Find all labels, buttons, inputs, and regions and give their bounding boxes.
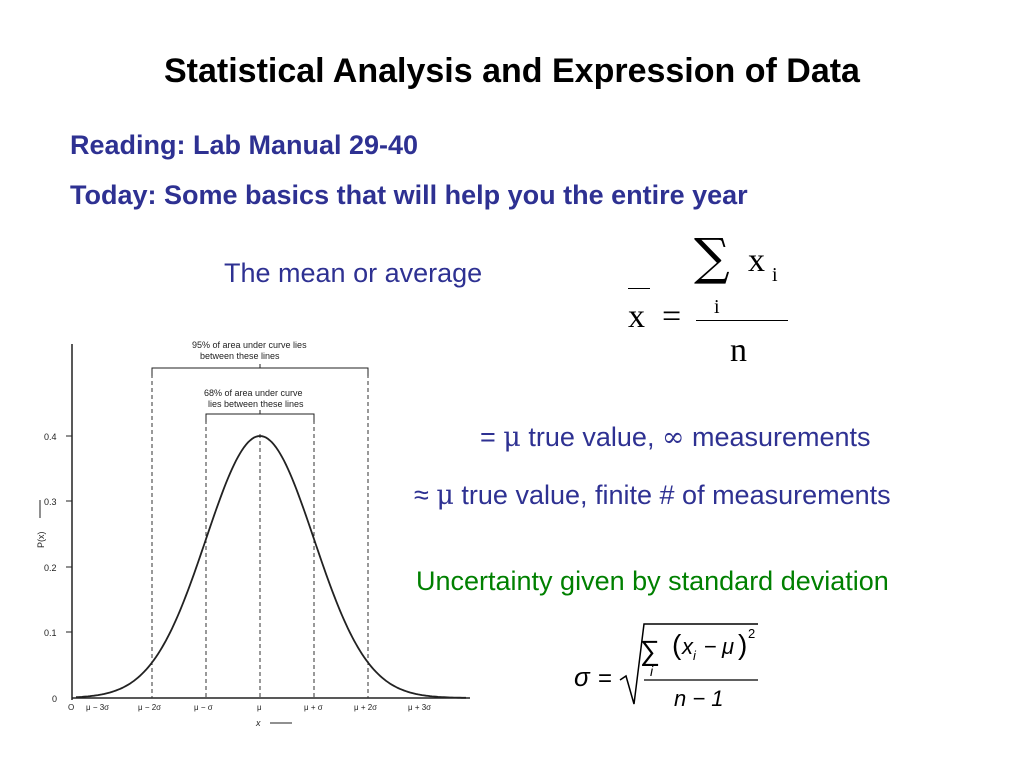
x-tick-label: μ + 3σ [408, 703, 431, 712]
y-axis-label: P(x) [36, 532, 46, 549]
mean-formula: x = ∑ x i i n [620, 228, 800, 378]
bracket-68-text: lies between these lines [208, 399, 304, 409]
close-paren: ) [738, 629, 747, 660]
y-tick-label: 0.4 [44, 432, 57, 442]
sd-sigma: σ [574, 662, 591, 692]
today-line: Today: Some basics that will help you th… [70, 180, 748, 210]
y-tick-label: 0 [52, 694, 57, 704]
fraction-bar [696, 320, 788, 321]
sum-index-i: i [714, 296, 720, 318]
infinity-symbol: ∞ [661, 422, 685, 453]
bracket-68-text: 68% of area under curve [204, 388, 303, 398]
x-tick-label: μ − 2σ [138, 703, 161, 712]
finite-text: true value, finite # of measurements [461, 480, 891, 510]
uncertainty-text: Uncertainty given by standard deviation [416, 566, 889, 596]
measurements-text: measurements [691, 422, 871, 452]
x-tick-label: μ − σ [194, 703, 213, 712]
sd-denominator: n − 1 [674, 686, 724, 711]
bell-curve [75, 435, 466, 699]
numerator-x: x [748, 242, 765, 279]
bracket-95-text: between these lines [200, 351, 280, 361]
y-tick-label: 0.2 [44, 563, 57, 573]
open-paren: ( [672, 629, 682, 660]
x-tick-label: O [68, 703, 74, 712]
sd-x: x [681, 634, 694, 659]
sd-sub-i: i [693, 648, 697, 663]
sqrt-sign [619, 623, 758, 705]
normal-distribution-figure: 0.4 0.3 0.2 0.1 0 P(x) 95% of area under… [36, 340, 470, 728]
y-ticks: 0.4 0.3 0.2 0.1 0 [44, 432, 72, 704]
mean-label: The mean or average [224, 258, 483, 288]
sd-square: 2 [748, 626, 755, 641]
x-tick-label: μ [257, 703, 262, 712]
approx-sign: ≈ [414, 480, 429, 510]
mean-equals: = [662, 298, 682, 335]
sd-minus: − [704, 634, 717, 659]
bracket-68 [205, 413, 315, 422]
mean-x: x [628, 298, 645, 335]
y-tick-label: 0.1 [44, 628, 57, 638]
sd-sum-index: i [650, 663, 654, 679]
mu-symbol: μ [503, 422, 521, 453]
y-tick-label: 0.3 [44, 497, 57, 507]
xbar-bar [628, 288, 650, 289]
bracket-95-text: 95% of area under curve lies [192, 340, 307, 350]
mu-symbol: μ [436, 480, 454, 511]
sigma-lines [151, 374, 369, 698]
numerator-sub-i: i [772, 264, 778, 286]
sd-sum: ∑ [640, 635, 660, 666]
true-value-text: true value, [528, 422, 655, 452]
equals-sign: = [480, 422, 496, 452]
x-tick-label: μ + 2σ [354, 703, 377, 712]
x-tick-label: μ − 3σ [86, 703, 109, 712]
denominator-n: n [730, 332, 747, 369]
x-tick-label: μ + σ [304, 703, 323, 712]
true-value-finite-line: ≈ μ true value, finite # of measurements [414, 480, 891, 511]
sd-equals: = [598, 665, 612, 692]
slide-title: Statistical Analysis and Expression of D… [164, 52, 860, 90]
x-axis-label: x [255, 718, 261, 728]
x-ticks: O μ − 3σ μ − 2σ μ − σ μ μ + σ μ + 2σ μ +… [68, 703, 431, 712]
reading-line: Reading: Lab Manual 29-40 [70, 130, 419, 160]
sum-symbol: ∑ [694, 228, 730, 286]
sd-formula: σ = ∑ i ( x i − μ ) 2 n − 1 [574, 623, 758, 711]
bracket-95 [151, 367, 369, 376]
sd-mu: μ [721, 634, 734, 659]
true-value-infinite-line: = μ true value, ∞ measurements [480, 422, 871, 453]
